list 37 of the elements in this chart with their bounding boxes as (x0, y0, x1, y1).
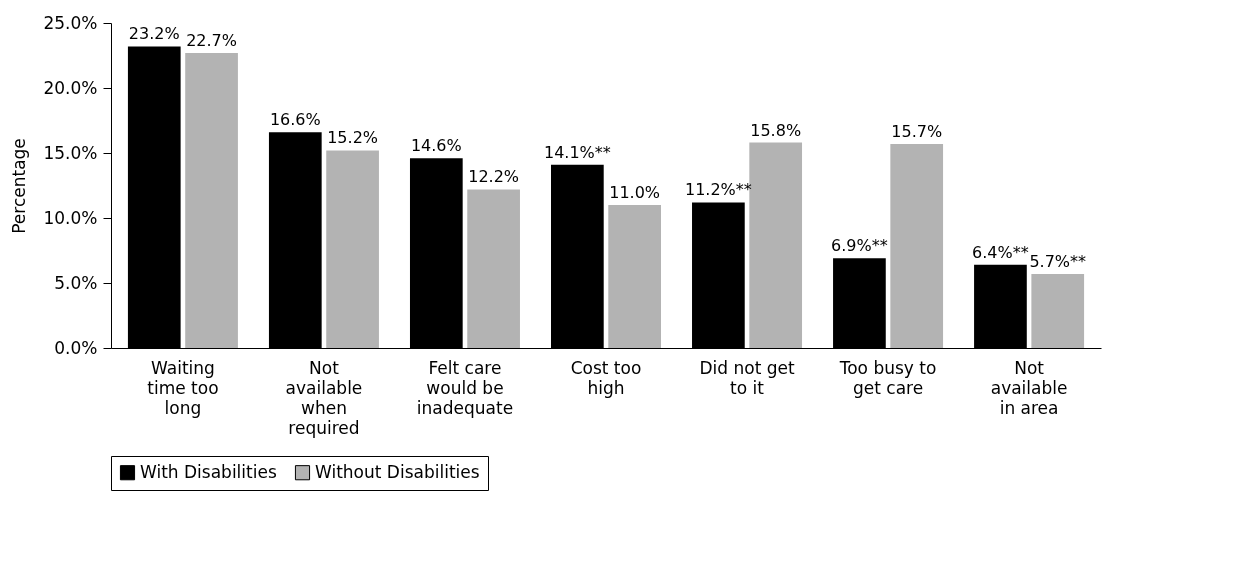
data-label: 11.0% (609, 183, 661, 202)
data-label: 15.2% (327, 128, 379, 148)
x-tick-label: Did not get to it (699, 357, 795, 398)
x-tick-label: Not available when required (285, 357, 363, 438)
y-tick-label: 15.0% (43, 142, 98, 163)
data-label: 14.1%** (543, 142, 611, 162)
x-tick-label: Cost too high (570, 357, 642, 398)
y-axis-title: Percentage (9, 138, 30, 234)
data-label: 16.6% (269, 110, 321, 130)
bar (326, 150, 379, 348)
bar (467, 189, 520, 348)
bar (1031, 273, 1085, 348)
x-tick-label: Not available in area (990, 357, 1068, 418)
legend-label: With Disabilities (140, 461, 277, 482)
legend-label: Without Disabilities (315, 461, 480, 482)
data-label: 12.2% (468, 167, 520, 187)
data-label: 5.7%** (1029, 251, 1087, 271)
data-label: 6.9%** (831, 236, 888, 256)
data-label: 23.2% (128, 24, 180, 44)
data-label: 6.4%** (972, 242, 1029, 262)
bar (185, 52, 238, 348)
y-tick-label: 10.0% (43, 207, 98, 228)
data-label: 14.6% (410, 136, 462, 156)
x-tick-label: Felt care would be inadequate (416, 357, 514, 418)
y-tick-label: 25.0% (43, 12, 98, 33)
x-tick-label: Waiting time too long (147, 357, 219, 418)
y-tick-label: 0.0% (54, 337, 98, 358)
y-tick-label: 20.0% (43, 77, 98, 98)
data-label: 15.8% (750, 120, 802, 140)
data-label: 11.2%** (684, 180, 752, 200)
y-tick-label: 5.0% (54, 272, 98, 293)
bar (749, 142, 803, 348)
data-label: 22.7% (186, 30, 237, 50)
bar (608, 205, 661, 348)
x-tick-label: Too busy to get care (838, 357, 937, 398)
data-label: 15.7% (891, 121, 943, 141)
bar (890, 143, 944, 348)
